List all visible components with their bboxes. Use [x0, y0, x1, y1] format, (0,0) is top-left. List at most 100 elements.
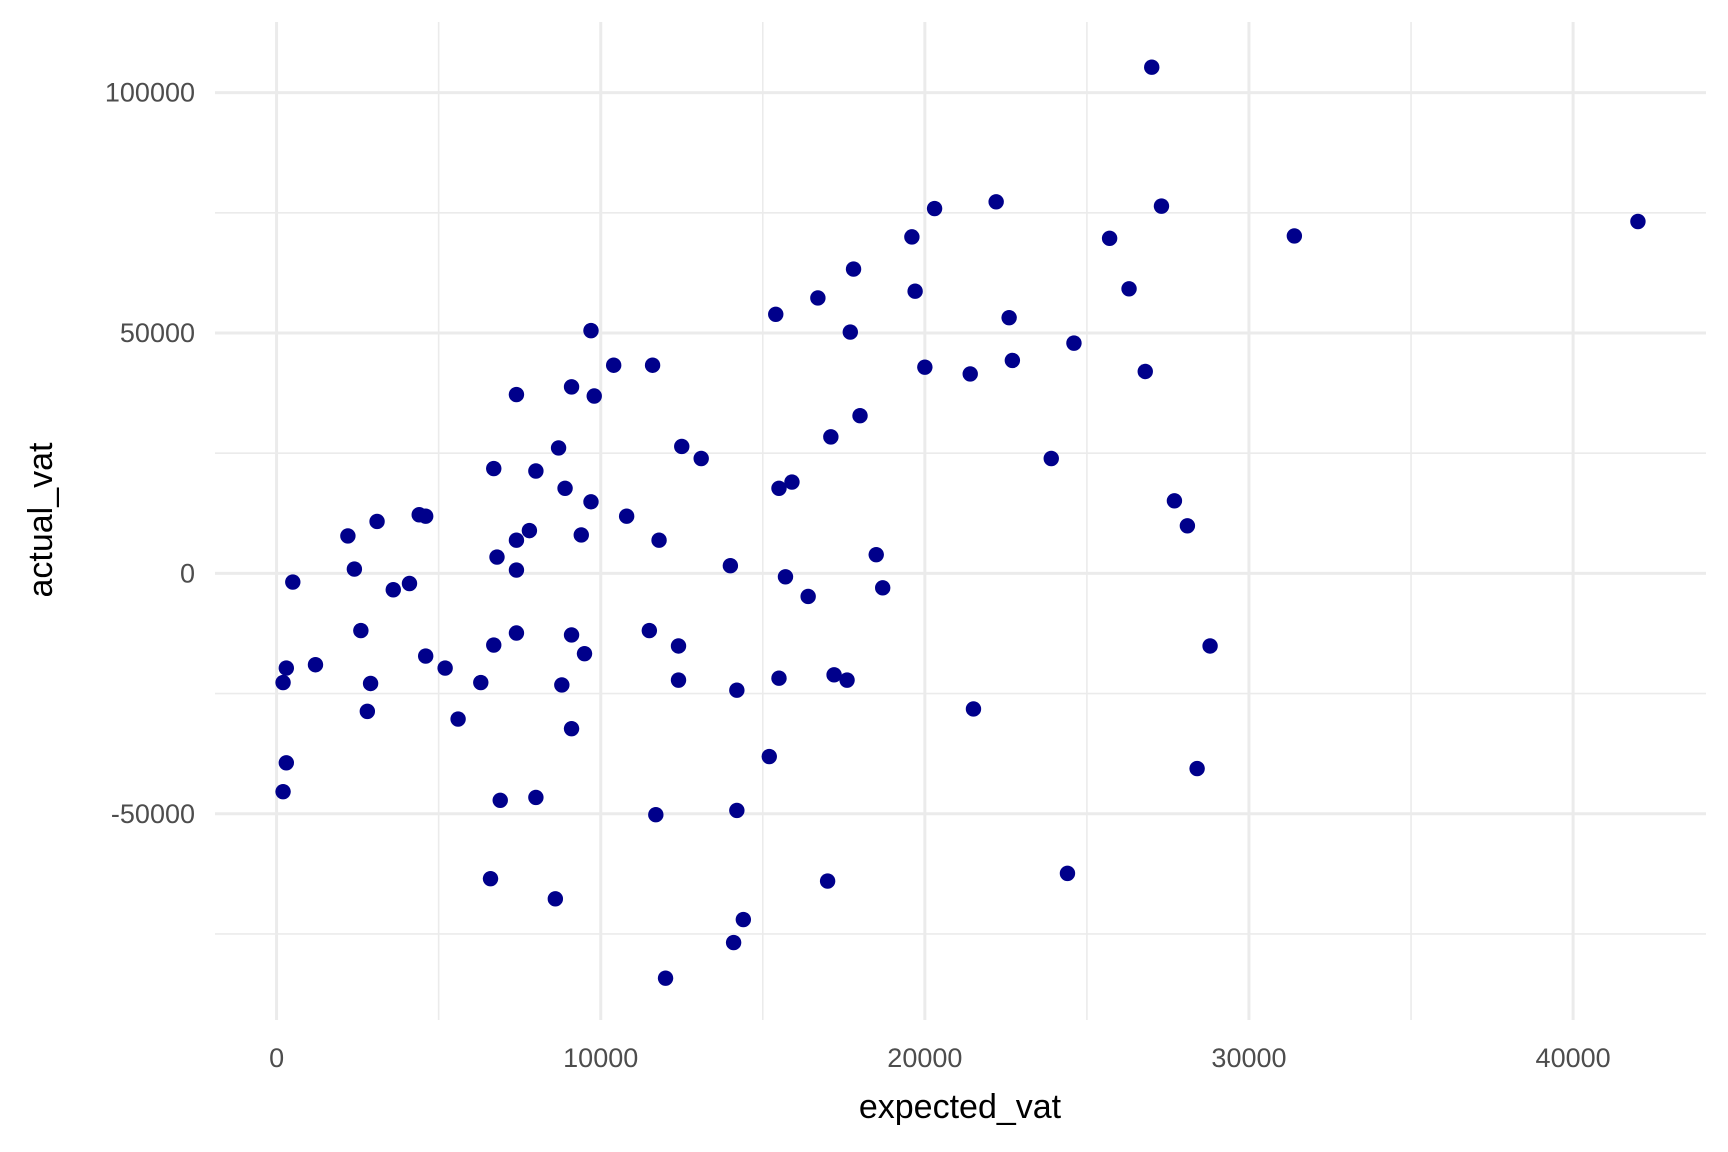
data-point [648, 807, 664, 823]
data-point [1043, 450, 1059, 467]
data-point [1004, 352, 1021, 369]
data-point [573, 527, 589, 543]
data-point [528, 789, 544, 806]
data-point [904, 229, 920, 245]
data-point [563, 627, 580, 643]
data-point [307, 657, 324, 673]
data-point [554, 677, 570, 693]
data-point [489, 549, 505, 565]
data-point [761, 748, 777, 765]
data-point [550, 440, 567, 456]
data-point [641, 622, 658, 639]
data-point [823, 429, 839, 445]
data-point [486, 637, 502, 653]
data-point [437, 660, 453, 676]
data-point [875, 580, 891, 596]
data-point [583, 322, 599, 339]
data-point [1059, 865, 1076, 882]
x-tick-label: 40000 [1536, 1043, 1611, 1073]
data-point [586, 388, 602, 404]
data-point [576, 645, 593, 662]
data-point [1121, 281, 1137, 297]
y-tick-label: 50000 [120, 318, 195, 348]
data-point [1179, 518, 1196, 534]
data-point [618, 508, 635, 524]
data-point [693, 450, 709, 467]
data-point [486, 460, 502, 477]
data-point [278, 660, 295, 676]
x-tick-label: 20000 [887, 1043, 962, 1073]
x-tick-label: 0 [269, 1043, 284, 1073]
data-point [1189, 760, 1205, 777]
data-point [868, 546, 884, 563]
data-point [563, 379, 580, 395]
data-point [362, 675, 379, 692]
data-point [508, 562, 525, 578]
x-tick-label: 30000 [1211, 1043, 1286, 1073]
data-point [482, 870, 499, 887]
y-axis-ticks: -50000 0 50000 100000 [105, 78, 195, 829]
data-point [644, 357, 661, 373]
x-axis-ticks: 0 10000 20000 30000 40000 [269, 1043, 1611, 1073]
points [275, 59, 1646, 986]
data-point [521, 522, 538, 539]
data-point [1153, 198, 1170, 214]
data-point [1630, 213, 1646, 230]
data-point [1137, 363, 1153, 380]
data-point [845, 261, 862, 277]
data-point [729, 682, 745, 698]
data-point [826, 667, 842, 683]
data-point [1202, 638, 1218, 654]
data-point [839, 672, 855, 688]
data-point [988, 194, 1004, 210]
y-tick-label: 100000 [105, 78, 195, 108]
data-point [771, 670, 787, 686]
data-point [819, 873, 836, 889]
data-point [926, 200, 943, 217]
data-point [917, 359, 933, 375]
data-point [1066, 335, 1082, 351]
data-point [962, 366, 978, 382]
y-tick-label: -50000 [111, 799, 195, 829]
grid [215, 22, 1706, 1020]
data-point [735, 911, 752, 928]
data-point [777, 569, 794, 585]
data-point [800, 588, 816, 605]
data-point [965, 701, 982, 717]
data-point [725, 934, 742, 951]
data-point [784, 474, 800, 490]
data-point [508, 532, 525, 548]
data-point [1286, 228, 1303, 244]
data-point [771, 480, 787, 497]
data-point [359, 703, 376, 720]
data-point [417, 648, 434, 664]
data-point [340, 528, 356, 544]
data-point [729, 802, 745, 819]
data-point [1144, 59, 1160, 75]
data-point [275, 674, 291, 691]
data-point [353, 622, 369, 639]
data-point [810, 290, 826, 306]
data-point [285, 574, 301, 590]
data-point [842, 324, 858, 340]
data-point [473, 674, 489, 691]
data-point [346, 561, 363, 577]
data-point [450, 711, 466, 727]
data-point [278, 755, 295, 771]
data-point [275, 783, 291, 800]
y-tick-label: 0 [180, 558, 195, 588]
data-point [657, 970, 674, 986]
data-point [528, 463, 544, 479]
data-point [401, 575, 418, 592]
data-point [508, 386, 525, 403]
data-point [417, 508, 434, 524]
data-point [852, 408, 868, 424]
data-point [563, 720, 580, 737]
data-point [583, 494, 599, 510]
data-point [557, 480, 573, 497]
data-point [1101, 230, 1118, 247]
data-point [385, 582, 401, 598]
x-tick-label: 10000 [563, 1043, 638, 1073]
data-point [1001, 309, 1017, 326]
